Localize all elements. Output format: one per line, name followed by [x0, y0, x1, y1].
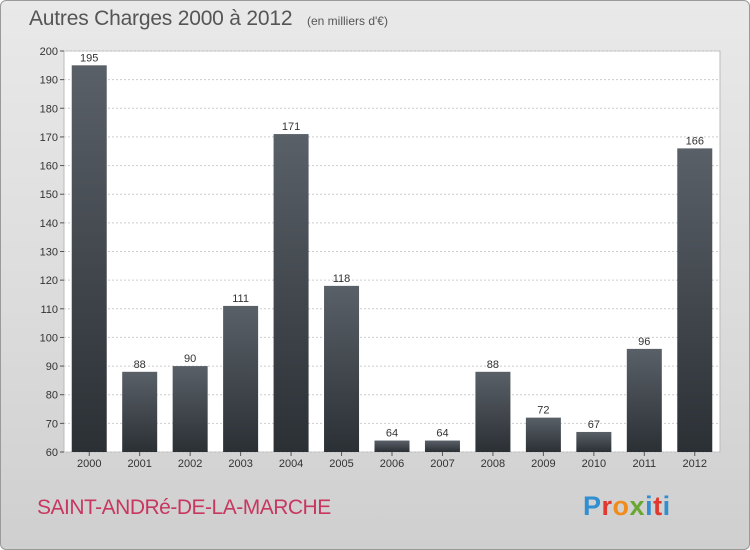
bar [626, 348, 662, 452]
y-tick-label: 110 [40, 304, 58, 316]
bar [223, 305, 259, 452]
bar [122, 371, 158, 452]
bar-value-label: 118 [333, 273, 351, 285]
y-tick-label: 190 [40, 75, 58, 87]
bar-value-label: 171 [282, 121, 300, 133]
proxiti-logo[interactable]: Proxiti [583, 491, 671, 521]
y-tick-label: 170 [40, 132, 58, 144]
x-tick-label: 2002 [178, 458, 202, 470]
y-tick-label: 140 [40, 218, 58, 230]
y-tick-label: 150 [40, 189, 58, 201]
bar [273, 134, 309, 453]
bar [576, 431, 612, 452]
bar-value-label: 90 [184, 353, 196, 365]
y-tick-label: 100 [40, 332, 58, 344]
x-tick-label: 2005 [329, 458, 353, 470]
x-tick-label: 2001 [127, 458, 151, 470]
y-tick-label: 90 [46, 361, 58, 373]
bar [677, 148, 713, 452]
commune-name: SAINT-ANDRé-DE-LA-MARCHE [37, 496, 331, 519]
x-tick-label: 2000 [77, 458, 101, 470]
bar-value-label: 64 [386, 428, 398, 440]
y-tick-label: 60 [46, 447, 58, 459]
bar-value-label: 195 [80, 52, 98, 64]
bar-value-label: 88 [134, 359, 146, 371]
y-tick-label: 120 [40, 275, 58, 287]
bars: 195 88 90 111 171 118 64 64 88 72 67 96 166 [71, 52, 713, 453]
bar [71, 65, 107, 453]
x-tick-label: 2012 [683, 458, 707, 470]
x-tick-label: 2006 [380, 458, 404, 470]
bar [172, 366, 208, 452]
x-tick-label: 2011 [632, 458, 656, 470]
y-tick-label: 180 [40, 103, 58, 115]
bar-value-label: 96 [638, 336, 650, 348]
bar-value-label: 67 [588, 419, 600, 431]
bar [324, 285, 360, 452]
x-tick-label: 2004 [279, 458, 303, 470]
bar [424, 440, 460, 452]
y-tick-label: 160 [40, 161, 58, 173]
bar-value-label: 72 [537, 405, 549, 417]
y-tick-label: 130 [40, 247, 58, 259]
x-tick-label: 2010 [582, 458, 606, 470]
y-tick-label: 80 [46, 390, 58, 402]
bar [525, 417, 561, 452]
bar-value-label: 88 [487, 359, 499, 371]
bar-value-label: 111 [232, 293, 249, 305]
bar-value-label: 166 [686, 135, 704, 147]
bar [475, 371, 511, 452]
x-tick-label: 2008 [481, 458, 505, 470]
bar-value-label: 64 [436, 428, 448, 440]
bar [374, 440, 410, 452]
y-tick-label: 200 [40, 46, 58, 58]
axes: 60 70 80 90 100 110 120 130 140 150 160 170 180 190 20… [40, 46, 707, 470]
x-tick-label: 2009 [531, 458, 555, 470]
chart-unit: (en milliers d'€) [307, 14, 388, 28]
y-tick-label: 70 [46, 418, 58, 430]
x-tick-label: 2003 [228, 458, 252, 470]
chart-title: Autres Charges 2000 à 2012 [29, 7, 293, 30]
x-tick-label: 2007 [430, 458, 454, 470]
